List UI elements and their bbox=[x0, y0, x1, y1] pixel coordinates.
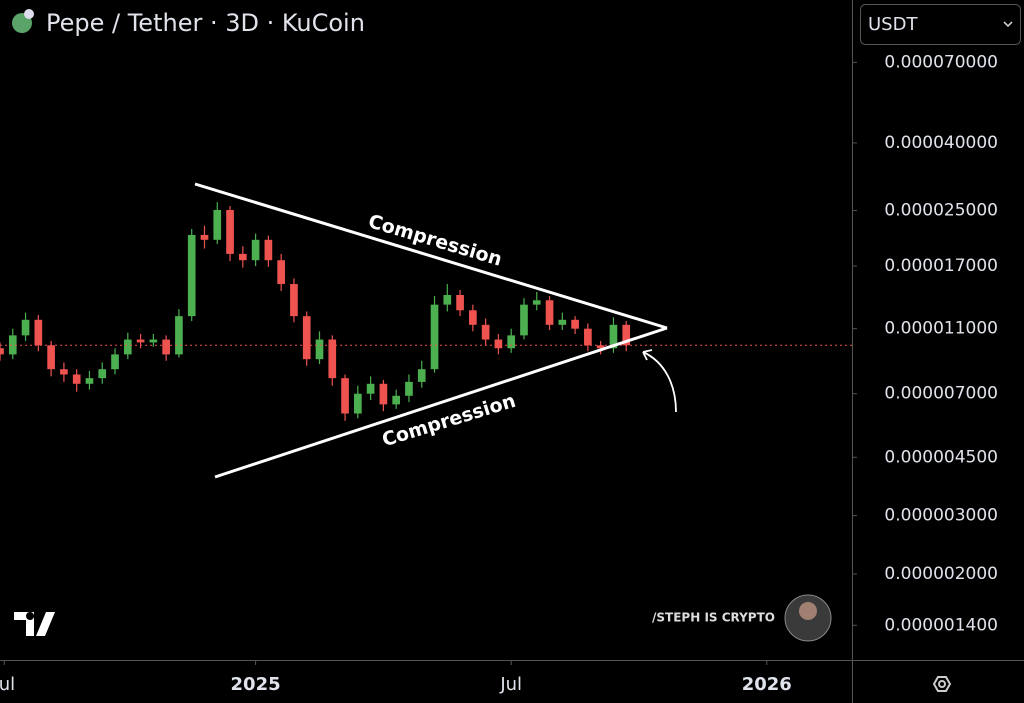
candle-body bbox=[584, 328, 592, 346]
upper-trendline bbox=[194, 182, 668, 330]
candle-body bbox=[264, 239, 273, 261]
dropdown-chevron[interactable] bbox=[1003, 21, 1013, 28]
candle-body bbox=[238, 253, 247, 261]
candle-body bbox=[622, 324, 631, 346]
candle-body bbox=[60, 369, 68, 375]
candle-body bbox=[545, 300, 554, 325]
lower-trendline bbox=[214, 326, 668, 479]
candle-body bbox=[213, 209, 222, 240]
candle-body bbox=[494, 339, 503, 349]
candle-body bbox=[111, 354, 119, 370]
candle-body bbox=[328, 339, 337, 379]
coin-icon-badge bbox=[24, 9, 34, 19]
candle-body bbox=[187, 234, 196, 317]
y-tick-label: 0.000017000 bbox=[884, 256, 998, 276]
candle-body bbox=[290, 284, 298, 317]
y-tick-label: 0.000070000 bbox=[884, 52, 998, 72]
candle-body bbox=[200, 234, 209, 240]
avatar-face bbox=[799, 602, 817, 620]
candle-body bbox=[417, 369, 426, 382]
y-tick-label: 0.000004500 bbox=[884, 447, 998, 467]
settings-icon-center[interactable] bbox=[938, 680, 946, 688]
candle-body bbox=[520, 304, 528, 336]
candle-body bbox=[0, 348, 4, 355]
candle-body bbox=[123, 339, 132, 355]
settings-button[interactable] bbox=[932, 676, 952, 692]
candle-body bbox=[571, 319, 579, 329]
currency-dropdown[interactable]: USDT bbox=[860, 4, 1021, 45]
y-tick-label: 0.000001400 bbox=[884, 615, 998, 635]
x-tick-label: Jul bbox=[499, 674, 522, 695]
candle-body bbox=[21, 319, 30, 336]
candle-body bbox=[34, 319, 43, 346]
candle-body bbox=[47, 345, 55, 370]
candle-body bbox=[366, 383, 375, 394]
candle-body bbox=[532, 300, 541, 305]
dropdown-label[interactable]: USDT bbox=[868, 14, 918, 35]
y-tick-label: 0.000003000 bbox=[884, 506, 998, 526]
y-tick-label: 0.000011000 bbox=[884, 319, 998, 339]
candle-body bbox=[226, 209, 234, 254]
candle-body bbox=[392, 395, 401, 405]
watermark: /STEPH IS CRYPTO bbox=[652, 611, 775, 625]
candle-body bbox=[354, 393, 362, 414]
plot-area bbox=[0, 202, 852, 421]
candle-body bbox=[149, 339, 158, 343]
candle-body bbox=[175, 316, 183, 355]
candle-body bbox=[251, 239, 260, 261]
candle-body bbox=[405, 381, 413, 396]
candle-body bbox=[136, 339, 145, 343]
y-tick-label: 0.000002000 bbox=[884, 564, 998, 584]
candle-body bbox=[609, 324, 618, 349]
y-tick-label: 0.000007000 bbox=[884, 384, 998, 404]
candle-body bbox=[277, 260, 285, 285]
candle-body bbox=[85, 378, 94, 384]
x-tick-label: 2025 bbox=[231, 674, 281, 695]
candle-body bbox=[443, 295, 452, 305]
candle-body bbox=[481, 324, 490, 340]
y-tick-label: 0.000040000 bbox=[884, 133, 998, 153]
candle-body bbox=[379, 383, 388, 405]
candle-body bbox=[558, 319, 567, 325]
candle-body bbox=[315, 339, 324, 360]
candle-body bbox=[302, 316, 311, 360]
candle-body bbox=[8, 335, 17, 355]
candle-body bbox=[469, 310, 477, 325]
candle-body bbox=[507, 335, 516, 349]
candle-body bbox=[596, 345, 605, 349]
chart-title: Pepe / Tether · 3D · KuCoin bbox=[46, 9, 365, 37]
x-tick-label: Jul bbox=[0, 674, 15, 695]
candle-body bbox=[341, 378, 349, 414]
candle-body bbox=[72, 374, 81, 384]
candle-body bbox=[456, 295, 464, 311]
tradingview-logo bbox=[14, 612, 55, 636]
candle-body bbox=[98, 369, 107, 379]
y-tick-label: 0.000025000 bbox=[884, 201, 998, 221]
candle-body bbox=[162, 339, 170, 355]
arrow bbox=[642, 349, 677, 413]
dropdown-box[interactable] bbox=[860, 4, 1021, 45]
candle-body bbox=[430, 304, 439, 370]
settings-icon[interactable] bbox=[932, 676, 952, 692]
x-tick-label: 2026 bbox=[742, 674, 792, 695]
